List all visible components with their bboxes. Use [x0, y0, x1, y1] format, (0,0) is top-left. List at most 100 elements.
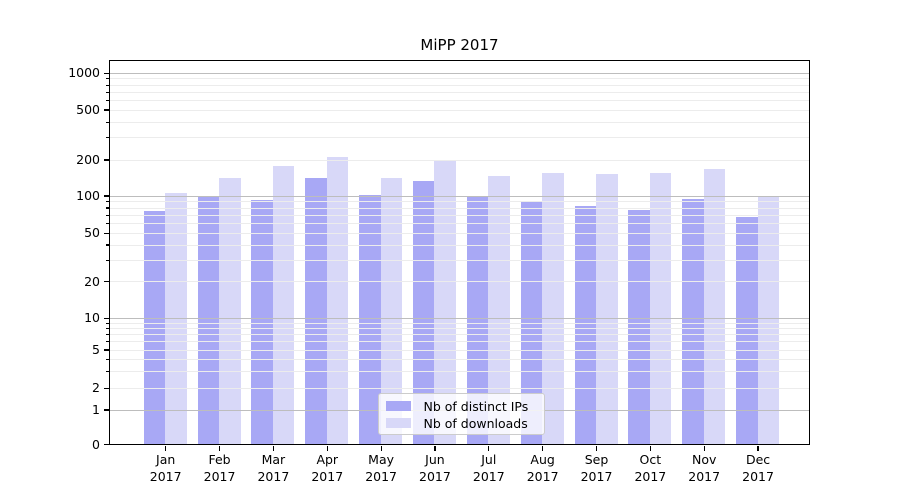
y-axis-minor-tick — [105, 78, 109, 80]
x-tick-label: Nov 2017 — [672, 451, 736, 485]
x-tick-label: Jul 2017 — [457, 451, 521, 485]
y-axis-minor-tick — [105, 358, 109, 360]
y-axis-minor-tick — [105, 259, 109, 261]
bar-distinct-ips — [574, 206, 596, 444]
bar-distinct-ips — [520, 201, 543, 444]
x-tick-month: Oct — [639, 452, 662, 467]
y-tick-label: 20 — [84, 273, 100, 289]
y-axis-minor-tick — [105, 244, 109, 246]
bar-downloads — [757, 196, 780, 444]
x-tick-label: Dec 2017 — [726, 451, 790, 485]
x-tick-month: Apr — [316, 452, 339, 467]
bar-downloads — [219, 178, 241, 444]
bar-distinct-ips — [682, 199, 704, 444]
x-tick-label: Apr 2017 — [295, 451, 359, 485]
x-axis-tick — [649, 446, 651, 451]
x-axis-tick — [326, 446, 328, 451]
bar-downloads — [596, 174, 618, 444]
bar-distinct-ips — [305, 178, 327, 444]
x-axis-tick — [272, 446, 274, 451]
x-tick-year: 2017 — [365, 469, 397, 484]
bar-distinct-ips — [466, 196, 489, 444]
legend-label: Nb of distinct IPs — [423, 398, 529, 414]
x-tick-label: May 2017 — [349, 451, 413, 485]
y-axis-tick — [103, 72, 109, 74]
x-tick-month: Dec — [745, 452, 771, 467]
y-axis-tick — [103, 317, 109, 319]
y-axis-minor-tick — [105, 99, 109, 101]
x-tick-label: Feb 2017 — [188, 451, 252, 485]
x-tick-month: Aug — [530, 452, 555, 467]
y-axis-minor-tick — [105, 322, 109, 324]
y-axis-minor-tick — [105, 370, 109, 372]
y-tick-label: 1000 — [68, 65, 100, 81]
y-tick-label: 50 — [84, 225, 100, 241]
y-axis-tick — [103, 387, 109, 389]
x-tick-label: Oct 2017 — [618, 451, 682, 485]
x-tick-month: Sep — [584, 452, 609, 467]
bar-distinct-ips — [251, 200, 273, 444]
chart-title: MiPP 2017 — [420, 36, 499, 54]
bar-downloads — [542, 172, 564, 444]
x-tick-year: 2017 — [472, 469, 505, 484]
bar-downloads — [272, 165, 295, 444]
x-axis-tick — [595, 446, 598, 451]
y-tick-label: 1 — [92, 402, 100, 417]
bar-downloads — [380, 178, 403, 444]
x-axis-tick — [488, 446, 490, 451]
y-axis-minor-tick — [105, 137, 109, 139]
y-tick-label: 2 — [92, 380, 100, 396]
x-tick-year: 2017 — [526, 469, 559, 484]
bar-distinct-ips — [412, 180, 435, 444]
x-axis-tick — [757, 446, 759, 451]
x-tick-year: 2017 — [580, 469, 613, 484]
x-tick-year: 2017 — [203, 469, 236, 484]
y-axis-minor-tick — [105, 334, 109, 336]
x-tick-label: Mar 2017 — [241, 451, 305, 485]
bar-downloads — [649, 173, 672, 444]
y-axis-tick — [103, 409, 109, 411]
legend-swatch-distinct-ips — [385, 400, 411, 412]
bar-downloads — [165, 192, 187, 444]
legend-item-distinct-ips: Nb of distinct IPs — [385, 398, 536, 415]
y-axis-tick — [103, 281, 109, 283]
y-axis-tick — [103, 349, 109, 351]
x-tick-month: May — [368, 452, 395, 467]
x-tick-label: Jun 2017 — [403, 451, 467, 485]
y-axis-minor-tick — [105, 91, 109, 93]
x-tick-year: 2017 — [149, 469, 182, 484]
y-axis-minor-tick — [105, 214, 109, 216]
y-axis-minor-tick — [105, 84, 109, 86]
bar-distinct-ips — [359, 194, 381, 444]
legend-swatch-downloads — [385, 417, 411, 429]
bar-distinct-ips — [736, 217, 758, 444]
x-tick-year: 2017 — [257, 469, 290, 484]
bar-downloads — [434, 159, 456, 444]
x-tick-month: Nov — [691, 452, 717, 467]
x-axis-tick — [218, 446, 221, 451]
x-tick-year: 2017 — [311, 469, 344, 484]
y-axis-minor-tick — [105, 121, 109, 123]
y-tick-label: 100 — [76, 188, 100, 203]
x-tick-label: Sep 2017 — [565, 451, 629, 485]
y-axis-tick — [103, 232, 109, 234]
y-tick-label: 500 — [76, 102, 100, 117]
bar-downloads — [703, 168, 726, 444]
y-axis-tick — [103, 195, 109, 197]
x-axis-tick — [703, 446, 705, 451]
x-tick-month: Jan — [156, 452, 176, 467]
legend-item-downloads: Nb of downloads — [385, 415, 536, 432]
y-axis-minor-tick — [105, 327, 109, 330]
y-axis-tick — [103, 443, 109, 446]
x-tick-label: Jan 2017 — [134, 451, 198, 485]
y-axis-minor-tick — [105, 341, 109, 343]
y-tick-label: 0 — [92, 436, 100, 452]
x-axis-tick — [165, 446, 167, 451]
x-tick-month: Jul — [481, 452, 497, 467]
y-tick-label: 200 — [76, 152, 100, 167]
legend-label: Nb of downloads — [423, 415, 528, 431]
plot-area: Nb of distinct IPs Nb of downloads — [108, 60, 810, 445]
y-tick-label: 10 — [84, 310, 100, 326]
x-tick-year: 2017 — [688, 469, 721, 484]
x-tick-year: 2017 — [419, 469, 451, 484]
